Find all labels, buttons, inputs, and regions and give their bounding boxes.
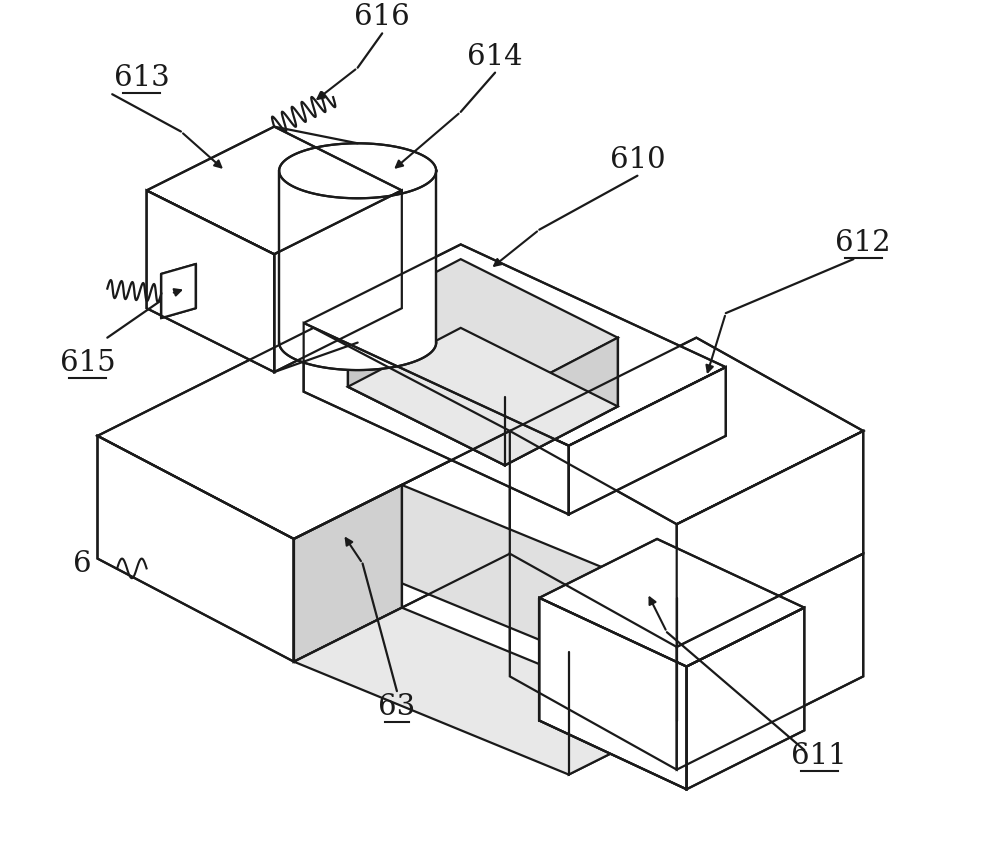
Polygon shape [97, 328, 510, 539]
Polygon shape [505, 338, 618, 465]
Text: 616: 616 [354, 3, 410, 32]
Polygon shape [279, 171, 436, 370]
Polygon shape [510, 338, 863, 524]
Polygon shape [510, 553, 677, 770]
Text: 614: 614 [467, 43, 523, 70]
Polygon shape [294, 485, 402, 662]
Polygon shape [294, 607, 677, 775]
Polygon shape [539, 539, 804, 667]
Polygon shape [147, 190, 274, 372]
Polygon shape [687, 607, 804, 789]
Polygon shape [677, 553, 863, 770]
Polygon shape [274, 190, 402, 372]
Polygon shape [294, 431, 510, 662]
Polygon shape [348, 328, 618, 465]
Text: 6: 6 [73, 550, 92, 578]
Polygon shape [304, 245, 726, 445]
Polygon shape [348, 318, 505, 465]
Text: 63: 63 [378, 692, 416, 721]
Text: 615: 615 [60, 349, 115, 377]
Polygon shape [304, 323, 569, 515]
Text: 612: 612 [835, 229, 891, 257]
Polygon shape [294, 485, 677, 652]
Polygon shape [569, 367, 726, 515]
Polygon shape [677, 431, 863, 647]
Text: 611: 611 [791, 741, 847, 770]
Polygon shape [147, 127, 402, 254]
Polygon shape [161, 264, 196, 318]
Polygon shape [348, 259, 618, 396]
Text: 613: 613 [114, 64, 170, 93]
Polygon shape [97, 436, 294, 662]
Polygon shape [569, 598, 677, 775]
Polygon shape [539, 598, 687, 789]
Text: 610: 610 [610, 146, 665, 173]
